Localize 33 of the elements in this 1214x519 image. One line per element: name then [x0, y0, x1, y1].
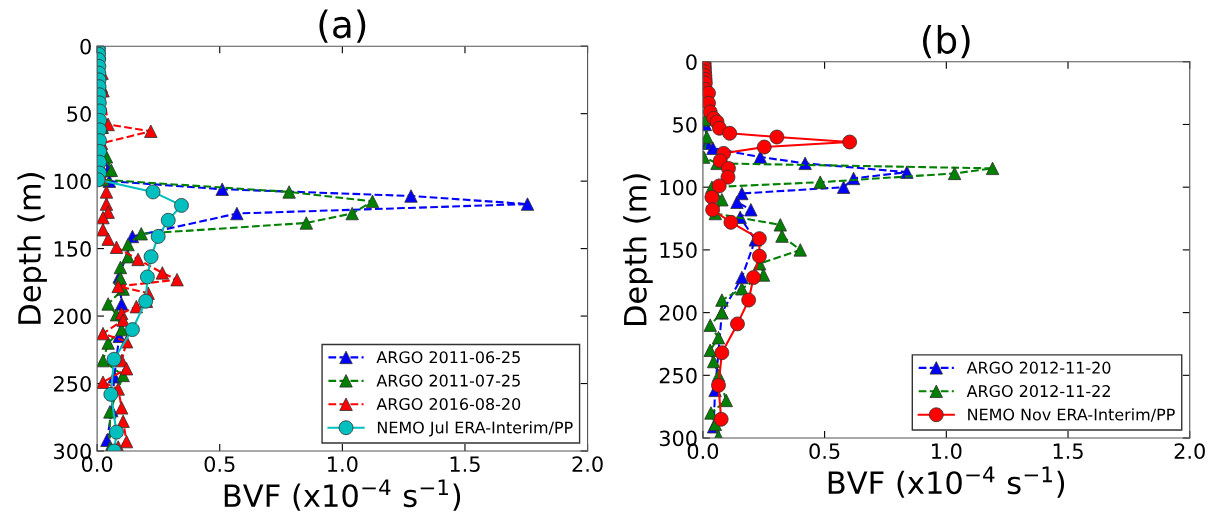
y-tick-label: 100 — [660, 179, 697, 196]
legend-label: ARGO 2011-07-25 — [376, 374, 520, 387]
legend-label: ARGO 2012-11-20 — [966, 361, 1111, 374]
y-tick-label: 50 — [673, 116, 697, 133]
x-tick-label: 1.5 — [1053, 443, 1083, 460]
chart-title: (a) — [319, 9, 366, 43]
x-axis-title: BVF (x10$^{−4}$ s$^{−1}$) — [828, 466, 1065, 498]
x-tick-label: 1.0 — [932, 443, 962, 460]
y-axis-title: Depth (m) — [623, 174, 653, 326]
legend-label: ARGO 2011-06-25 — [376, 351, 520, 364]
x-axis-title: BVF (x10$^{−4}$ s$^{−1}$) — [224, 479, 461, 511]
y-tick-label: 0 — [686, 54, 697, 70]
x-tick-label: 0.5 — [204, 456, 235, 472]
y-tick-label: 150 — [54, 241, 91, 257]
x-tick-label: 1.0 — [328, 456, 358, 472]
y-tick-label: 150 — [660, 242, 697, 259]
x-tick-label: 0.5 — [809, 443, 840, 460]
y-tick-label: 200 — [659, 305, 697, 321]
y-tick-label: 50 — [67, 106, 91, 122]
x-tick-label: 1.5 — [450, 456, 480, 472]
legend-label: ARGO 2016-08-20 — [376, 398, 521, 411]
y-tick-label: 0 — [80, 38, 91, 55]
chart-title: (b) — [923, 24, 970, 59]
x-tick-label: 2.0 — [572, 456, 603, 472]
legend-label: NEMO Nov ERA-Interim/PP — [968, 408, 1175, 422]
y-tick-label: 250 — [659, 367, 697, 384]
y-tick-label: 250 — [54, 375, 91, 392]
y-axis-title: Depth (m) — [17, 173, 47, 324]
y-tick-label: 100 — [54, 173, 91, 190]
legend-label: ARGO 2012-11-22 — [966, 385, 1110, 398]
y-tick-label: 200 — [54, 308, 91, 325]
legend-label: NEMO Jul ERA-Interim/PP — [377, 421, 573, 437]
x-tick-label: 2.0 — [1174, 443, 1205, 460]
